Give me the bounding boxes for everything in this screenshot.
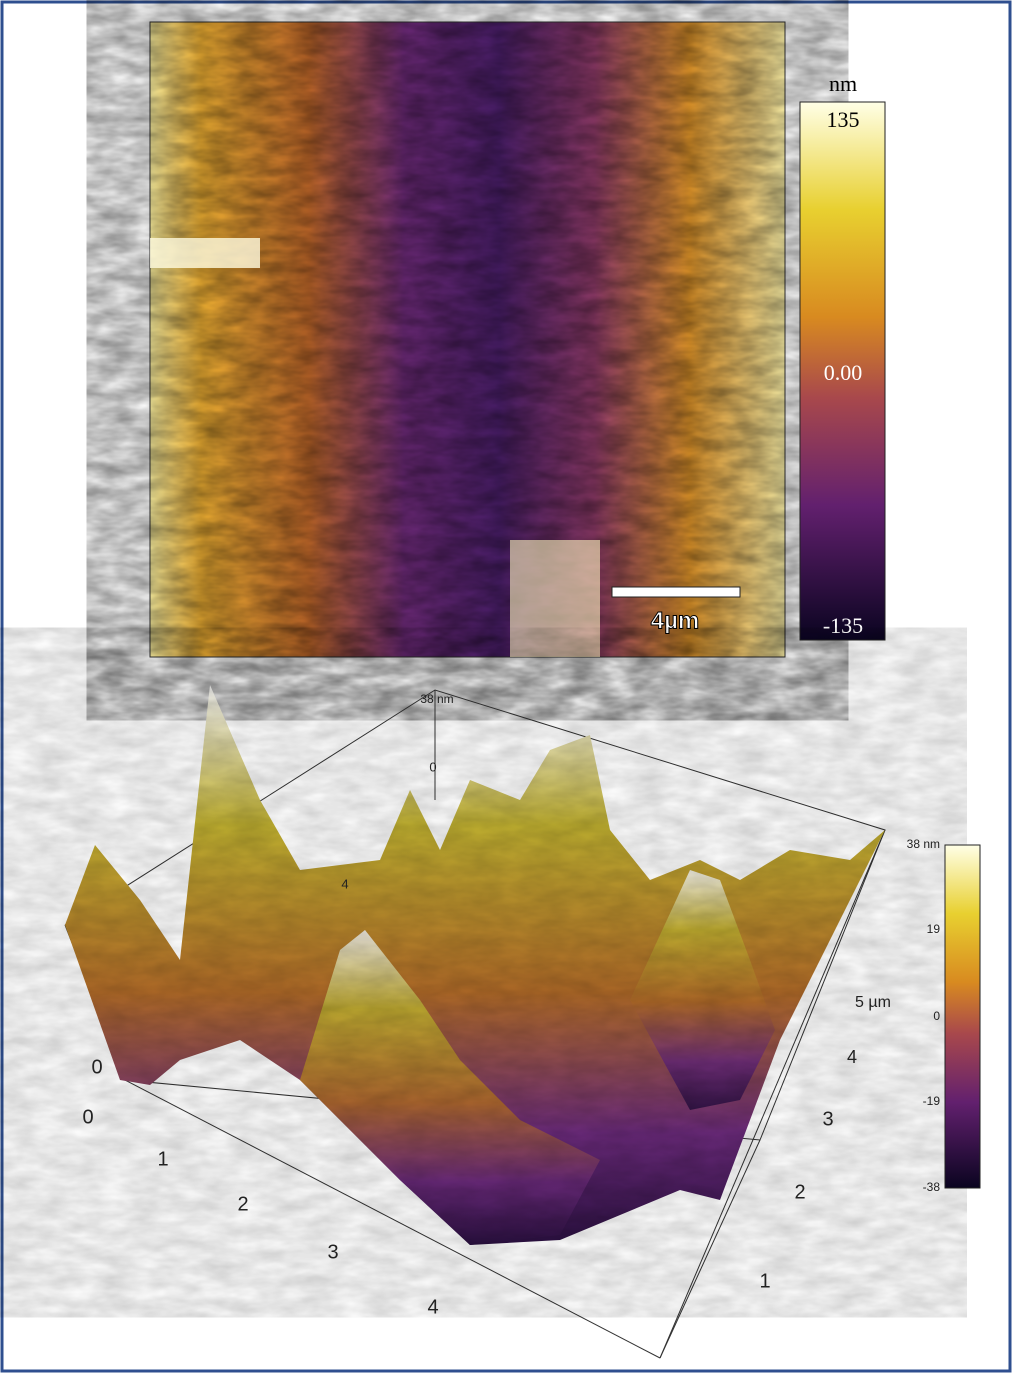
x-label: 1 [157,1148,168,1170]
z-corner-label: 0 [91,1056,102,1078]
scale-bar-label: 4µm [651,607,700,634]
colorbar-unit: nm [829,71,857,96]
x-label: 2 [237,1193,248,1215]
z-label: 4 [341,876,348,891]
y-label: 3 [822,1108,833,1130]
colorbar-label: 0 [933,1009,940,1023]
z-label: 38 nm [420,692,453,706]
figure: 4µm nm 135 0.00 -135 38 nm 0 4 0 0 1 2 3… [0,0,1012,1373]
y-label: 1 [759,1270,770,1292]
colorbar-label: -38 [923,1180,941,1194]
z-label: 0 [429,759,436,774]
x-label: 4 [427,1296,438,1318]
colorbar-3d [945,845,980,1188]
colorbar-label: 38 nm [907,837,940,851]
colorbar-label: -19 [923,1094,941,1108]
afm-texture [150,22,785,657]
y-label: 4 [847,1047,857,1067]
bright-spot [510,540,600,657]
colorbar-label: -135 [823,613,863,638]
colorbar-label: 135 [827,107,860,132]
colorbar-3d-labels: 38 nm 19 0 -19 -38 [907,837,941,1194]
x-label: 3 [327,1241,338,1263]
y-label: 5 µm [855,994,891,1011]
colorbar-label: 19 [927,922,941,936]
surface-texture [65,685,885,1260]
page: 4µm nm 135 0.00 -135 38 nm 0 4 0 0 1 2 3… [0,0,1012,1373]
bright-spot [150,238,260,268]
y-label: 2 [794,1181,805,1203]
x-label: 0 [82,1106,93,1128]
scale-bar [612,587,740,597]
colorbar-label: 0.00 [824,360,863,385]
